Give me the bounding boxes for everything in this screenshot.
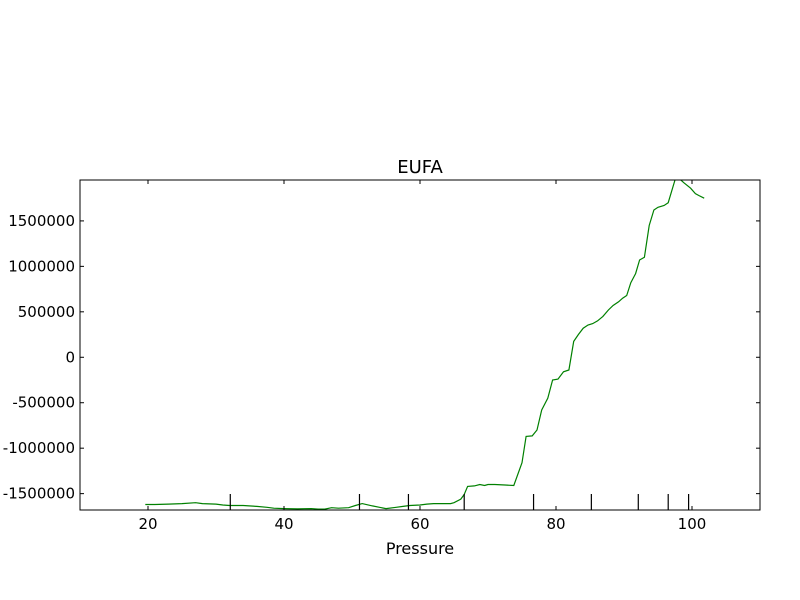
x-tick-label: 40 xyxy=(274,515,293,533)
y-tick-label: 1500000 xyxy=(8,212,75,230)
y-tick-label: -500000 xyxy=(12,394,75,412)
plot-area: 20 40 60 80 100 1500000 1000000 500000 0 -500000 -… xyxy=(3,179,761,533)
x-axis-label: Pressure xyxy=(386,539,454,558)
plot-frame xyxy=(79,179,761,511)
series-line-0 xyxy=(145,180,705,510)
y-tick-label: -1000000 xyxy=(3,439,75,457)
x-tick-label: 80 xyxy=(546,515,565,533)
y-tick-label: 1000000 xyxy=(8,257,75,275)
y-tick-label: 500000 xyxy=(18,303,75,321)
x-tick-label: 60 xyxy=(410,515,429,533)
x-tick-label: 100 xyxy=(678,515,707,533)
y-tick-label: 0 xyxy=(65,348,75,366)
x-tick-label: 20 xyxy=(138,515,157,533)
y-tick-label: -1500000 xyxy=(3,485,75,503)
chart-title: EUFA xyxy=(397,157,443,178)
